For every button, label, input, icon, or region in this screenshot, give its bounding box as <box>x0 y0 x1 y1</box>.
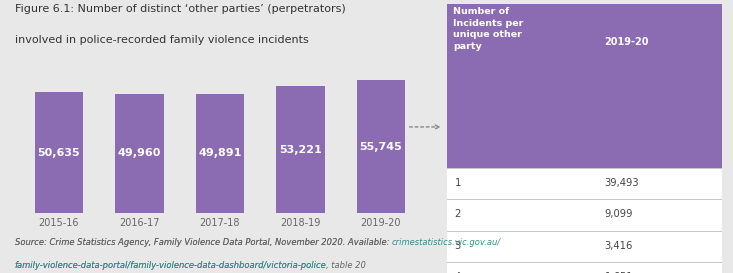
Text: 55,745: 55,745 <box>359 141 402 152</box>
Text: involved in police-recorded family violence incidents: involved in police-recorded family viole… <box>15 35 309 46</box>
Bar <box>115 94 163 213</box>
Text: , table 20: , table 20 <box>326 261 366 270</box>
Text: 1,651: 1,651 <box>605 272 633 273</box>
Text: Source: Crime Statistics Agency, Family Violence Data Portal, November 2020. Ava: Source: Crime Statistics Agency, Family … <box>15 238 391 247</box>
Text: family-violence-data-portal/family-violence-data-dashboard/victoria-police: family-violence-data-portal/family-viole… <box>15 261 326 270</box>
Bar <box>34 92 83 213</box>
Text: 4: 4 <box>454 272 461 273</box>
Text: 39,493: 39,493 <box>605 178 639 188</box>
Text: 2019-20: 2019-20 <box>605 37 649 47</box>
Bar <box>196 94 244 213</box>
Text: 49,960: 49,960 <box>118 149 161 158</box>
Text: Source: Crime Statistics Agency, Family Violence Data Portal, November 2020. Ava: Source: Crime Statistics Agency, Family … <box>15 238 391 247</box>
Text: family-violence-data-portal/family-violence-data-dashboard/victoria-police: family-violence-data-portal/family-viole… <box>15 261 326 270</box>
Bar <box>276 86 325 213</box>
Bar <box>357 80 405 213</box>
Text: 1: 1 <box>454 178 461 188</box>
Text: 49,891: 49,891 <box>198 149 242 159</box>
Text: 3: 3 <box>454 241 461 251</box>
Text: crimestatistics.vic.gov.au/: crimestatistics.vic.gov.au/ <box>391 238 501 247</box>
Text: 9,099: 9,099 <box>605 209 633 219</box>
Text: 53,221: 53,221 <box>279 144 322 155</box>
Text: 50,635: 50,635 <box>37 148 80 158</box>
Text: Figure 6.1: Number of distinct ‘other parties’ (perpetrators): Figure 6.1: Number of distinct ‘other pa… <box>15 4 345 14</box>
Text: 3,416: 3,416 <box>605 241 633 251</box>
Text: 2: 2 <box>454 209 461 219</box>
Text: Number of
Incidents per
unique other
party: Number of Incidents per unique other par… <box>453 7 523 51</box>
